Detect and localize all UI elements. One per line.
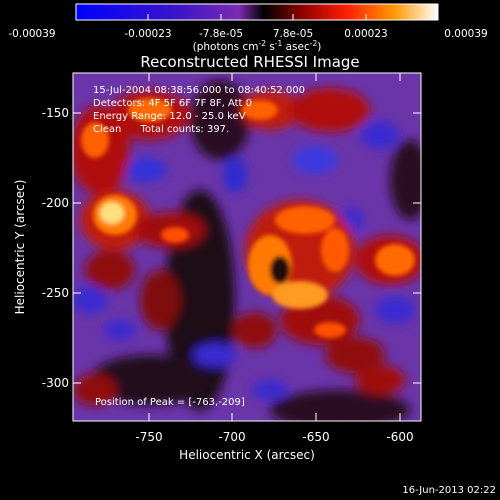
plot-frame (72, 72, 422, 422)
x-axis-label: Heliocentric X (arcsec) (179, 448, 315, 462)
annotation-counts: Clean Total counts: 397. (93, 124, 230, 135)
colorbar-tick: 0.00039 (444, 28, 487, 40)
y-axis-label: Heliocentric Y (arcsec) (13, 180, 27, 315)
plot-title: Reconstructed RHESSI Image (140, 53, 360, 71)
colorbar-tick: -0.00023 (124, 28, 171, 40)
annotation-peak-position: Position of Peak = [-763,-209] (95, 397, 245, 408)
x-axis (148, 73, 401, 421)
colorbar-gradient (75, 3, 439, 21)
x-tick-label: -700 (218, 430, 245, 444)
annotation-time-range: 15-Jul-2004 08:38:56.000 to 08:40:52.000 (93, 85, 305, 96)
y-tick-label: -250 (42, 286, 69, 300)
colorbar-units: (photons cm-2 s-1 asec-2) (193, 39, 322, 53)
y-tick-label: -300 (42, 376, 69, 390)
colorbar-tick: 0.00023 (344, 28, 387, 40)
colorbar-tick: -0.00039 (8, 28, 55, 40)
rhessi-image (73, 73, 421, 421)
colorbar-tick: 7.8e-05 (273, 28, 313, 40)
y-axis (73, 112, 421, 384)
annotation-detectors: Detectors: 4F 5F 6F 7F 8F, Att 0 (93, 98, 253, 109)
y-tick-label: -150 (42, 106, 69, 120)
x-tick-label: -600 (386, 430, 413, 444)
x-tick-label: -750 (135, 430, 162, 444)
colorbar: -0.00039 -0.00023 -7.8e-05 7.8e-05 0.000… (8, 3, 488, 53)
footer-timestamp: 16-Jun-2013 02:22 (402, 485, 496, 496)
annotation-energy-range: Energy Range: 12.0 - 25.0 keV (93, 111, 246, 122)
x-tick-label: -650 (302, 430, 329, 444)
colorbar-tick: -7.8e-05 (199, 28, 243, 40)
y-tick-label: -200 (42, 196, 69, 210)
